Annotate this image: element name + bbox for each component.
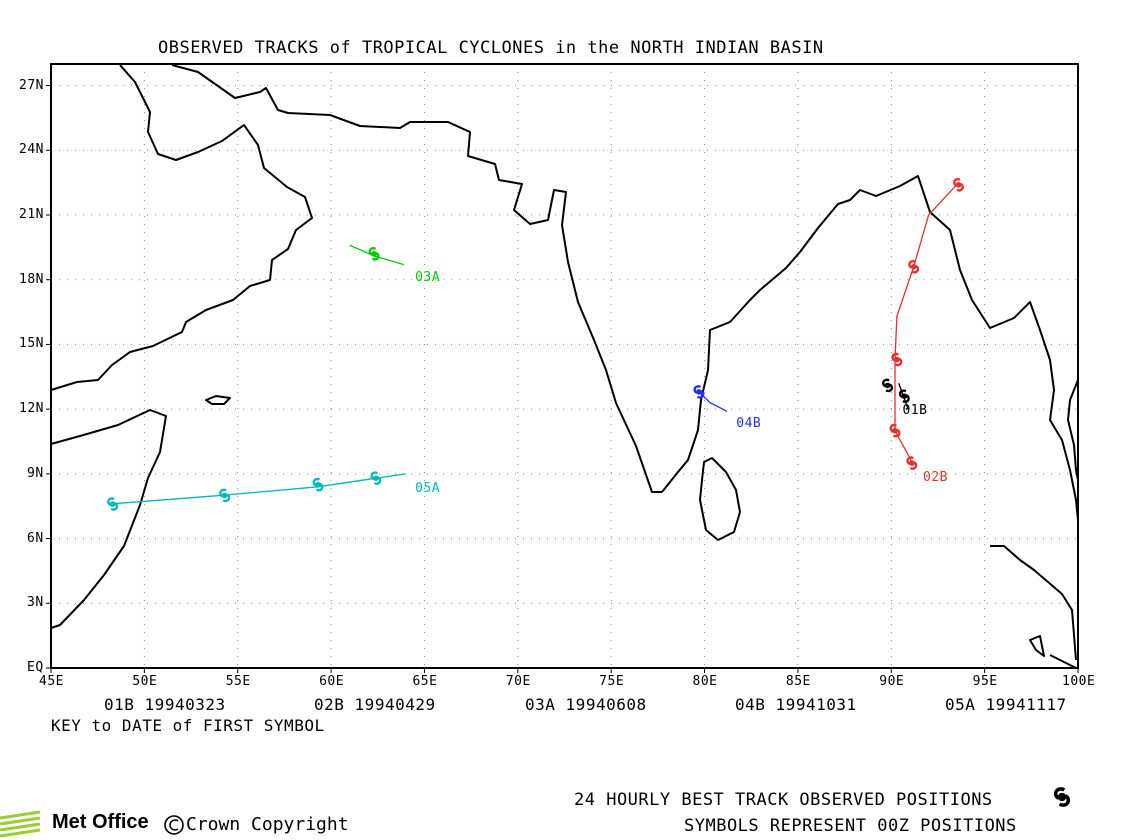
cyclone-symbol <box>908 260 920 274</box>
lon-label: 95E <box>972 674 998 689</box>
coastline-africa-arabia-iran <box>50 64 313 391</box>
cyclone-tracks <box>107 178 965 511</box>
lon-label: 65E <box>412 674 438 689</box>
key-entry-02b: 02B 19940429 <box>314 695 436 714</box>
track-line <box>108 473 406 505</box>
cyclone-symbol <box>898 389 910 403</box>
cyclone-symbol <box>107 497 119 511</box>
lon-label: 85E <box>785 674 811 689</box>
lon-label: 80E <box>692 674 718 689</box>
track-label-04b: 04B <box>736 416 762 432</box>
track-label-05a: 05A <box>415 480 441 496</box>
coastline-bottom-right <box>1049 654 1077 669</box>
copyright-icon <box>164 815 184 835</box>
coastline-sumatra-tip <box>1029 635 1045 657</box>
cyclone-symbol <box>370 471 382 485</box>
map-title: OBSERVED TRACKS of TROPICAL CYCLONES in … <box>158 38 824 58</box>
lat-label: 3N <box>27 595 44 611</box>
legend-cyclone-icon <box>1053 787 1071 807</box>
track-label-02b: 02B <box>923 470 948 486</box>
key-caption: KEY to DATE of FIRST SYMBOL <box>51 716 325 735</box>
coastline-india-east-bengal <box>661 175 1079 521</box>
key-entry-01b: 01B 19940323 <box>104 695 226 714</box>
key-entry-05a: 05A 19941117 <box>945 695 1067 714</box>
lat-label: 15N <box>19 336 44 352</box>
cyclone-symbol <box>952 178 965 192</box>
lat-label: 21N <box>19 207 44 222</box>
coastline-myanmar-thailand <box>1067 379 1079 481</box>
lat-label: 12N <box>19 401 44 417</box>
lat-label: EQ <box>27 660 44 675</box>
cyclone-symbol <box>312 477 324 492</box>
coastline-malay-peninsula <box>990 545 1077 661</box>
met-office-logo-mark <box>0 810 41 838</box>
cyclone-symbol <box>889 423 901 438</box>
lat-label: 27N <box>19 77 44 93</box>
coastline-sri-lanka <box>699 457 741 541</box>
track-05a <box>107 471 406 511</box>
cyclone-symbol <box>906 456 918 470</box>
axis-ticks <box>46 85 1079 673</box>
lon-label: 70E <box>505 674 531 689</box>
coastline-iran-pakistan-india-west <box>171 64 662 493</box>
lon-label: 50E <box>132 674 158 689</box>
key-entry-03a: 03A 19940608 <box>525 695 647 714</box>
track-label-03a: 03A <box>415 269 441 285</box>
cyclone-symbol <box>368 247 380 261</box>
lon-label: 45E <box>39 674 64 689</box>
track-01b <box>882 378 910 410</box>
key-entry-04b: 04B 19941031 <box>735 695 857 714</box>
copyright-text: Crown Copyright <box>186 814 349 835</box>
lat-label: 18N <box>19 271 44 287</box>
track-02b <box>889 178 965 470</box>
coastline-socotra <box>205 395 231 405</box>
lat-lon-grid <box>51 64 1078 668</box>
lon-label: 100E <box>1062 674 1096 689</box>
lat-label: 6N <box>27 530 44 546</box>
map-frame <box>50 63 1079 669</box>
track-03a <box>349 244 405 266</box>
coastlines <box>50 64 1079 669</box>
cyclone-symbol <box>891 352 903 367</box>
lat-label: 24N <box>19 142 44 158</box>
lon-label: 60E <box>319 674 345 689</box>
cyclone-symbol <box>219 488 231 503</box>
track-04b <box>693 385 728 412</box>
legend-line-2: SYMBOLS REPRESENT 00Z POSITIONS <box>684 816 1017 836</box>
met-office-logo: Met Office <box>52 811 149 833</box>
legend-line-1: 24 HOURLY BEST TRACK OBSERVED POSITIONS <box>574 790 993 810</box>
coastline-somalia <box>50 409 167 629</box>
lon-label: 90E <box>879 674 905 689</box>
track-label-01b: 01B <box>902 403 928 419</box>
cyclone-symbol <box>882 378 894 393</box>
cyclone-symbol <box>693 385 705 399</box>
lon-label: 55E <box>225 674 251 689</box>
lat-label: 9N <box>27 465 44 481</box>
lon-label: 75E <box>599 674 625 689</box>
